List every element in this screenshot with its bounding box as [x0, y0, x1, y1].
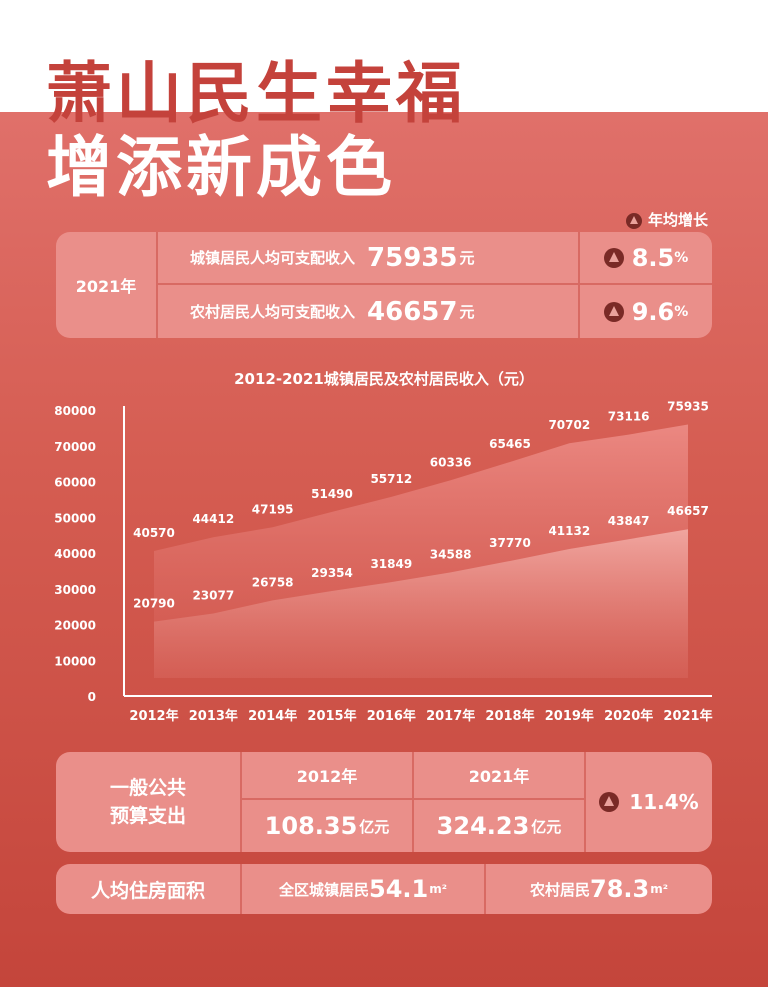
rural-growth-unit: % [674, 303, 689, 320]
y-tick-label: 50000 [54, 511, 96, 525]
y-tick-label: 0 [88, 690, 96, 704]
rural-data-label: 37770 [489, 536, 531, 550]
budget-growth-value: 11.4% [629, 790, 699, 814]
rural-income-value: 46657 [367, 296, 458, 327]
income-area-chart: 0 10000 20000 30000 40000 50000 60000 70000 8000… [54, 400, 712, 724]
rural-data-label: 23077 [192, 588, 234, 602]
triangle-up-icon [603, 301, 624, 322]
urban-data-label: 65465 [489, 437, 531, 451]
y-tick-label: 30000 [54, 583, 96, 597]
x-tick-label: 2019年 [545, 708, 594, 724]
income-panel: 2021年 城镇居民人均可支配收入 75935 元 农村居民人均可支配收入 46… [56, 232, 712, 338]
budget-panel: 一般公共 预算支出 2012年 108.35 亿元 2021年 324.23 亿元 … [56, 752, 712, 852]
budget-2012-unit: 亿元 [359, 817, 390, 836]
budget-2021: 2021年 324.23 亿元 [414, 752, 586, 852]
urban-growth-value: 8.5 [631, 243, 675, 272]
growth-legend-label: 年均增长 [647, 211, 708, 229]
urban-data-label: 73116 [608, 410, 650, 424]
page-title-line1: 萧山民生幸福 [46, 55, 466, 132]
y-tick-label: 10000 [54, 654, 96, 668]
urban-data-label: 40570 [133, 526, 175, 540]
urban-data-label: 44412 [192, 512, 234, 526]
budget-2021-unit: 亿元 [531, 817, 562, 836]
housing-urban: 全区城镇居民 54.1 m² [242, 864, 486, 914]
housing-rural-value: 78.3 [590, 875, 650, 903]
budget-2012: 2012年 108.35 亿元 [242, 752, 414, 852]
rural-data-label: 43847 [608, 514, 650, 528]
urban-growth: 8.5% [578, 232, 712, 285]
triangle-up-icon [599, 792, 620, 812]
rural-income-area [154, 529, 688, 678]
y-tick-label: 60000 [54, 476, 96, 490]
y-tick-label: 70000 [54, 440, 96, 454]
x-tick-label: 2012年 [129, 708, 178, 724]
y-tick-label: 20000 [54, 619, 96, 633]
rural-income-unit: 元 [459, 303, 475, 321]
urban-data-label: 75935 [667, 400, 709, 414]
triangle-up-icon [603, 247, 624, 268]
growth-legend: 年均增长 [625, 209, 708, 230]
rural-growth: 9.6% [578, 285, 712, 338]
urban-data-label: 51490 [311, 487, 353, 501]
urban-income-label: 城镇居民人均可支配收入 [190, 249, 356, 267]
urban-data-label: 47195 [252, 502, 294, 516]
rural-data-label: 46657 [667, 504, 709, 518]
chart-title: 2012-2021城镇居民及农村居民收入（元） [234, 370, 534, 388]
budget-label-line2: 预算支出 [109, 805, 186, 827]
x-tick-label: 2020年 [604, 708, 653, 724]
budget-label: 一般公共 预算支出 [56, 752, 242, 852]
budget-growth: 11.4% [586, 752, 712, 852]
x-tick-label: 2013年 [189, 708, 238, 724]
urban-growth-unit: % [674, 249, 689, 266]
x-tick-label: 2018年 [485, 708, 534, 724]
urban-data-label: 60336 [430, 455, 472, 469]
x-tick-label: 2017年 [426, 708, 475, 724]
y-tick-label: 40000 [54, 547, 96, 561]
urban-income-unit: 元 [459, 249, 475, 267]
rural-data-label: 26758 [252, 575, 294, 589]
housing-urban-unit: m² [429, 882, 447, 896]
housing-rural-label: 农村居民 [530, 880, 591, 899]
urban-income-value: 75935 [367, 242, 458, 273]
rural-data-label: 20790 [133, 597, 175, 611]
budget-2012-value: 108.35 [264, 812, 358, 840]
rural-data-label: 41132 [548, 524, 590, 538]
housing-urban-value: 54.1 [369, 875, 429, 903]
housing-urban-label: 全区城镇居民 [279, 880, 370, 899]
x-tick-label: 2016年 [367, 708, 416, 724]
rural-data-label: 31849 [370, 557, 412, 571]
triangle-up-icon [625, 212, 642, 229]
urban-data-label: 70702 [548, 418, 590, 432]
housing-rural: 农村居民 78.3 m² [486, 864, 712, 914]
rural-data-label: 34588 [430, 547, 472, 561]
rural-income-label: 农村居民人均可支配收入 [190, 303, 356, 321]
budget-label-line1: 一般公共 [109, 777, 186, 799]
urban-data-label: 55712 [370, 472, 412, 486]
budget-2012-year: 2012年 [242, 752, 412, 800]
housing-label: 人均住房面积 [56, 864, 242, 914]
urban-income-row: 城镇居民人均可支配收入 75935 元 [158, 232, 578, 285]
x-tick-label: 2021年 [663, 708, 712, 724]
rural-growth-value: 9.6 [631, 297, 675, 326]
rural-income-row: 农村居民人均可支配收入 46657 元 [158, 285, 578, 338]
x-tick-label: 2014年 [248, 708, 297, 724]
rural-data-label: 29354 [311, 566, 353, 580]
housing-panel: 人均住房面积 全区城镇居民 54.1 m² 农村居民 78.3 m² [56, 864, 712, 914]
budget-2021-value: 324.23 [436, 812, 530, 840]
budget-2021-year: 2021年 [414, 752, 584, 800]
y-tick-label: 80000 [54, 404, 96, 418]
page-title-line2: 增添新成色 [46, 129, 396, 206]
housing-rural-unit: m² [650, 882, 668, 896]
income-year: 2021年 [56, 232, 158, 338]
x-tick-label: 2015年 [307, 708, 356, 724]
